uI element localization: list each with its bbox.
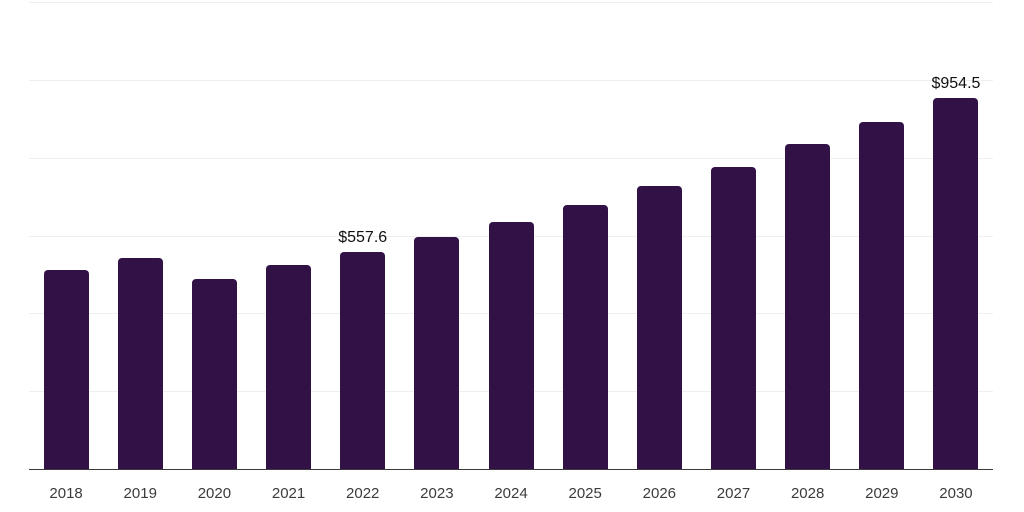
bar-2019 (117, 257, 163, 469)
plot-area: $557.6 $954.5 (29, 2, 993, 469)
bar-group-2025 (562, 204, 608, 469)
x-axis-label: 2030 (939, 485, 973, 502)
x-axis-label: 2026 (642, 485, 677, 502)
bar-group-2019 (117, 257, 163, 469)
gridline (29, 157, 993, 159)
bar-group-2022: $557.6 (338, 230, 387, 469)
bar-slot (771, 2, 845, 469)
bars-row: $557.6 $954.5 (29, 2, 993, 469)
bar-slot (548, 2, 622, 469)
bar-2020 (191, 278, 237, 469)
bar-2029 (859, 121, 905, 469)
x-axis-label: 2018 (49, 485, 83, 502)
bar-group-2024 (488, 221, 534, 469)
bar-slot (103, 2, 177, 469)
bar-slot (622, 2, 696, 469)
x-axis-label: 2027 (716, 485, 751, 502)
x-axis-label: 2022 (346, 485, 380, 502)
bar-2026 (636, 186, 682, 469)
x-axis-line (29, 468, 993, 470)
bar-group-2023 (414, 237, 460, 469)
bar-2030 (933, 97, 979, 469)
bar-2025 (562, 204, 608, 469)
bar-group-2030: $954.5 (931, 75, 980, 469)
bar-2022 (340, 252, 386, 469)
bar-group-2027 (710, 166, 756, 469)
bar-value-label: $954.5 (931, 74, 981, 92)
bar-slot: $954.5 (919, 2, 993, 469)
bar-slot (177, 2, 251, 469)
bar-group-2020 (191, 278, 237, 469)
bar-2018 (43, 269, 89, 469)
bar-group-2021 (266, 265, 312, 469)
x-axis-label: 2020 (197, 485, 232, 502)
x-axis-label: 2028 (790, 485, 825, 502)
x-axis-label: 2019 (123, 485, 157, 502)
bar-group-2018 (43, 269, 89, 469)
bar-slot (400, 2, 474, 469)
bar-2021 (266, 265, 312, 469)
bar-slot (251, 2, 325, 469)
bar-slot (474, 2, 548, 469)
bar-slot (696, 2, 770, 469)
gridline (29, 79, 993, 81)
x-axis-label: 2029 (865, 485, 899, 502)
bar-2024 (488, 221, 534, 469)
bar-slot: $557.6 (326, 2, 400, 469)
x-axis-label: 2021 (271, 485, 306, 502)
bar-group-2029 (859, 121, 905, 469)
bar-2028 (785, 144, 831, 469)
x-axis-labels: 2018 2019 2020 2021 2022 2023 2024 2025 2026 2027… (29, 470, 993, 501)
bar-value-label: $557.6 (338, 229, 388, 247)
bar-2023 (414, 237, 460, 469)
x-axis-label: 2025 (568, 485, 602, 502)
bar-group-2028 (785, 144, 831, 469)
x-axis-label: 2024 (494, 485, 528, 502)
bar-group-2026 (636, 186, 682, 469)
gridline (29, 2, 993, 3)
bar-slot (845, 2, 919, 469)
bar-2027 (710, 166, 756, 469)
x-axis-label: 2023 (420, 485, 454, 502)
bar-slot (29, 2, 103, 469)
